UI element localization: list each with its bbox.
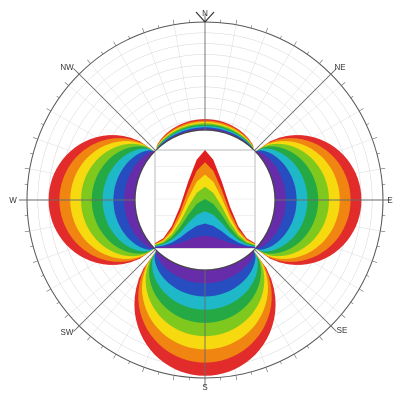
outer-tick [341,82,346,86]
outer-tick [40,123,44,126]
outer-tick [380,230,386,233]
outer-tick [46,108,51,112]
outer-tick [172,375,175,381]
grid-ray [249,63,320,147]
label-e: E [387,196,392,205]
grid-ray [228,32,267,135]
outer-tick [40,274,44,277]
outer-tick [366,123,370,126]
outer-tick [24,230,30,233]
outer-tick [250,371,253,375]
label-ne: NE [334,63,345,72]
label-sw: SW [61,328,74,337]
outer-tick [376,152,380,155]
outer-tick [372,260,378,263]
north-arrow-icon [195,11,215,23]
outer-tick [250,25,253,29]
outer-tick [157,25,160,29]
grid-ray [115,45,171,140]
outer-tick [142,27,145,33]
grid-ray [143,32,182,135]
outer-tick [359,108,364,112]
outer-tick [319,336,323,341]
spoke-225 [73,249,156,332]
compass-labels: N NE E SE S SW W NW [9,9,392,392]
grid-ray [216,24,237,132]
outer-tick [142,367,145,373]
outer-tick [319,59,323,64]
outer-tick [366,274,370,277]
label-n: N [202,9,208,18]
outer-tick [372,137,378,140]
outer-tick [30,245,34,248]
grid-ray [173,24,194,132]
outer-tick [293,41,297,46]
spoke-315 [73,68,156,151]
outer-tick [56,95,60,99]
label-se: SE [337,326,348,335]
outer-tick [235,19,238,25]
outer-tick [235,375,238,381]
outer-tick [30,152,34,155]
outer-tick [113,41,117,46]
compass-spokes [19,11,391,386]
outer-tick [32,137,38,140]
inner-area-band-7 [155,223,255,248]
outer-tick [157,371,160,375]
outer-tick [87,59,91,64]
outer-tick [376,245,380,248]
outer-tick [306,345,310,349]
outer-tick [279,35,282,39]
outer-tick [100,345,104,349]
inner-area-band-8 [155,235,255,248]
outer-tick [380,167,386,170]
outer-tick [128,35,131,39]
inner-area-chart [134,129,276,271]
outer-tick [87,336,91,341]
outer-tick [100,51,104,55]
outer-tick [265,27,268,33]
outer-tick [172,19,175,25]
outer-tick [32,260,38,263]
outer-tick [24,167,30,170]
spoke-135 [254,249,337,332]
grid-ray [90,63,161,147]
outer-tick [64,314,69,318]
outer-tick [359,288,364,292]
outer-tick [350,301,354,305]
outer-tick [293,354,297,359]
grid-ray [239,45,295,140]
outer-tick [46,288,51,292]
outer-tick [265,367,268,373]
spoke-45 [254,68,337,151]
outer-tick [341,314,346,318]
label-s: S [202,383,207,392]
outer-tick [279,361,282,365]
outer-tick [56,301,60,305]
outer-tick [113,354,117,359]
outer-tick [306,51,310,55]
label-w: W [9,196,17,205]
outer-tick [128,361,131,365]
label-nw: NW [60,63,74,72]
outer-tick [350,95,354,99]
outer-tick [64,82,69,86]
